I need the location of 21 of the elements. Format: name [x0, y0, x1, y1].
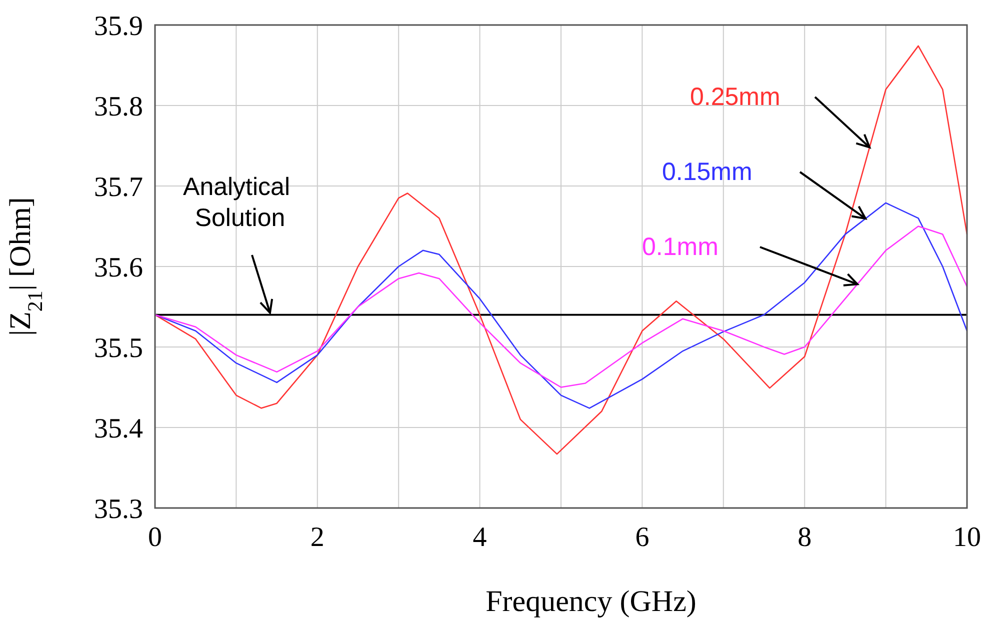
- line-series: [154, 202, 968, 409]
- ref-line-label: Analytical Solution: [183, 173, 297, 232]
- line-series: [154, 45, 968, 455]
- y-tick-label: 35.8: [94, 92, 143, 122]
- y-tick-label: 35.5: [94, 333, 143, 364]
- x-axis-title: Frequency (GHz): [486, 585, 696, 618]
- y-tick-label: 35.3: [94, 494, 143, 525]
- text: 0.15mm: [662, 158, 752, 186]
- text: 0.25mm: [690, 83, 780, 111]
- text: 0.1mm: [642, 233, 718, 261]
- x-tick-label: 6: [635, 522, 650, 553]
- y-tick-label: 35.9: [94, 11, 143, 42]
- y-tick-label: 35.6: [94, 252, 143, 284]
- x-tick-label: 2: [310, 522, 324, 553]
- y-tick-label: 35.4: [94, 414, 143, 444]
- line-series: [154, 226, 968, 388]
- x-tick-label: 4: [472, 522, 487, 553]
- x-tick-label: 8: [798, 522, 812, 553]
- y-tick-label: 35.7: [94, 172, 143, 203]
- x-tick-label: 10: [953, 522, 981, 553]
- x-tick-label: 0: [148, 522, 162, 553]
